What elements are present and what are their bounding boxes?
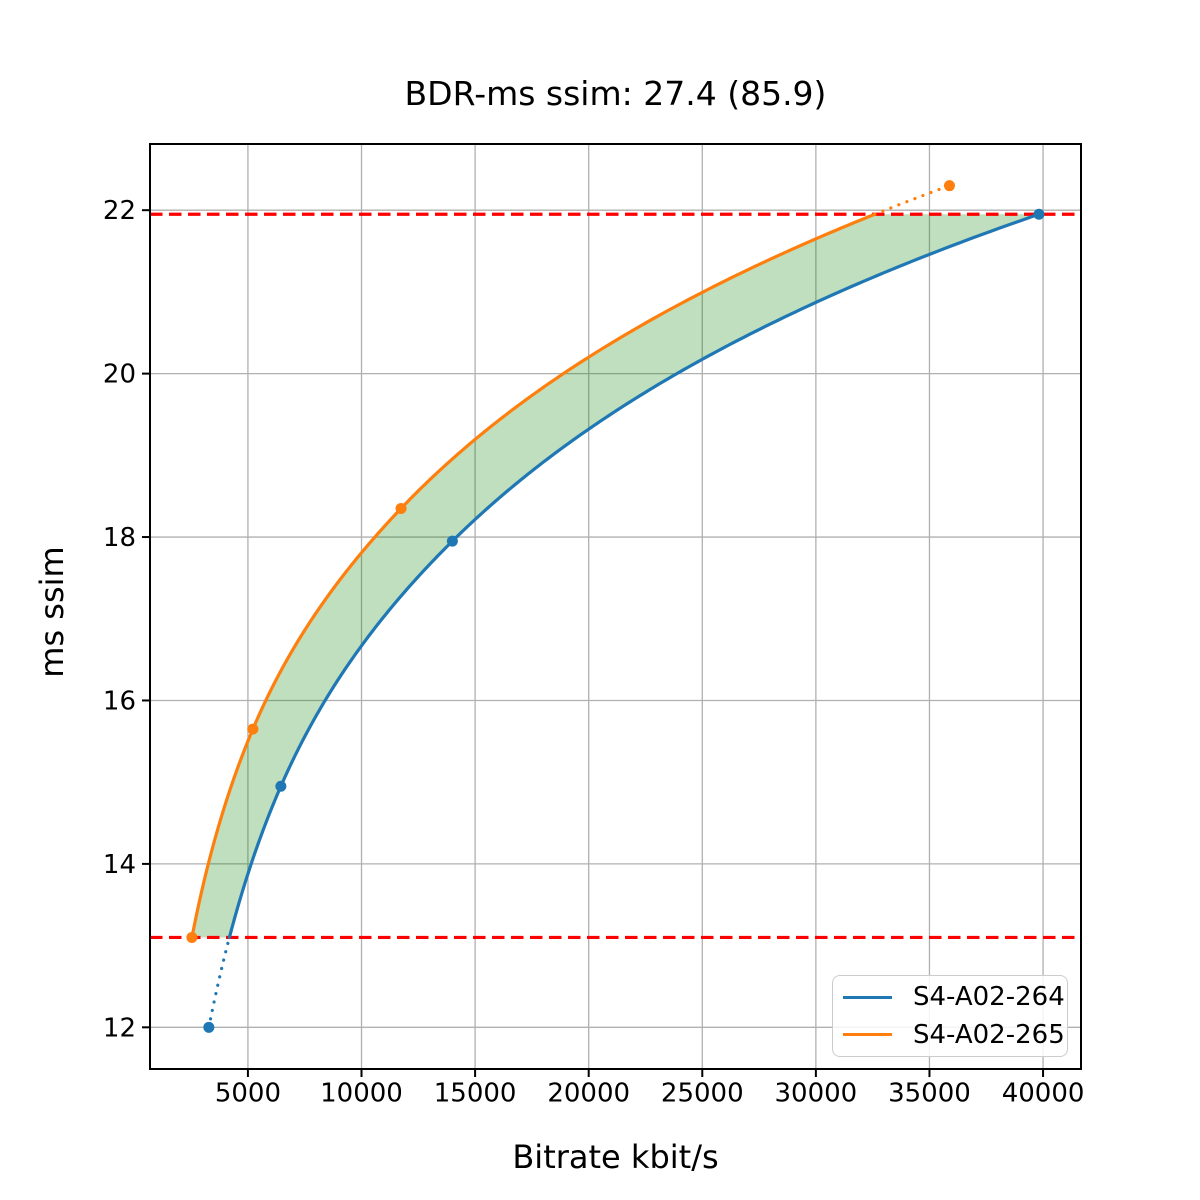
x-tick-label: 30000: [775, 1078, 858, 1108]
y-tick-label: 18: [103, 523, 136, 553]
y-tick-label: 12: [103, 1013, 136, 1043]
x-tick-label: 40000: [1002, 1078, 1085, 1108]
rd-curve-s4-a02-265: [190, 212, 877, 940]
chart-title: BDR-ms ssim: 27.4 (85.9): [404, 74, 827, 113]
legend-item-s4-a02-265: S4-A02-265: [833, 1017, 1067, 1053]
bd-shaded-area: [191, 214, 1039, 938]
rd-curve-s4-a02-265: [873, 184, 952, 216]
data-point-s4-a02-265: [395, 502, 407, 514]
x-tick-label: 20000: [547, 1078, 630, 1108]
legend-item-s4-a02-264: S4-A02-264: [833, 979, 1067, 1015]
x-tick-label: 10000: [320, 1078, 403, 1108]
x-axis-label: Bitrate kbit/s: [512, 1138, 719, 1176]
legend-label-264: S4-A02-264: [913, 982, 1065, 1013]
data-point-s4-a02-264: [446, 535, 458, 547]
y-tick-label: 22: [103, 196, 136, 226]
data-point-s4-a02-265: [247, 723, 259, 735]
y-axis-label: ms ssim: [33, 546, 71, 678]
x-tick-label: 35000: [888, 1078, 971, 1108]
y-tick-label: 16: [103, 686, 136, 716]
legend-line-swatch-265: [843, 1032, 892, 1037]
rd-curve-s4-a02-264: [207, 935, 231, 1029]
rd-curve-s4-a02-264: [227, 212, 1041, 940]
y-tick-label: 14: [103, 850, 136, 880]
data-point-s4-a02-264: [1033, 208, 1045, 220]
data-point-s4-a02-264: [275, 780, 287, 792]
legend: S4-A02-264 S4-A02-265: [832, 975, 1068, 1057]
x-tick-label: 25000: [661, 1078, 744, 1108]
legend-line-swatch-264: [843, 995, 892, 1000]
data-point-s4-a02-265: [186, 931, 198, 943]
x-tick-label: 15000: [434, 1078, 517, 1108]
y-tick-label: 20: [103, 360, 136, 390]
x-tick-label: 5000: [215, 1078, 281, 1108]
data-point-s4-a02-264: [203, 1021, 215, 1033]
plot-border: [149, 143, 1082, 1070]
data-point-s4-a02-265: [943, 180, 955, 192]
legend-label-265: S4-A02-265: [913, 1019, 1065, 1050]
